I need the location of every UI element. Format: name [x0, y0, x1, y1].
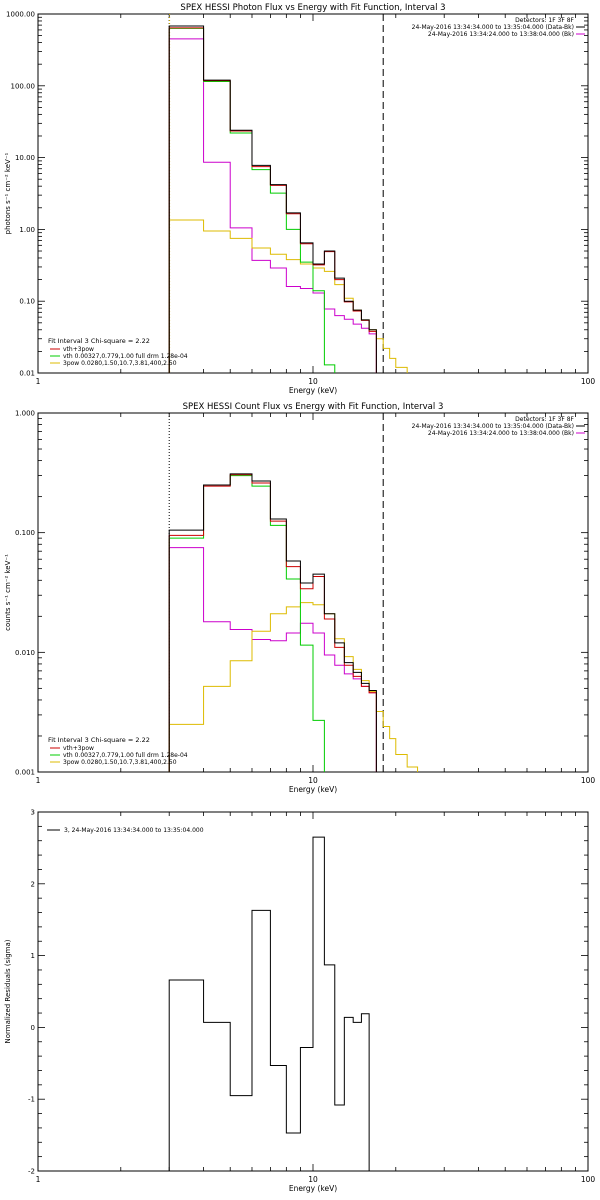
y-tick-label: 1000.00 [6, 11, 35, 19]
residuals-panel: 1 10 100 Energy (keV) -2 -1 0 1 2 3 Normalized Res… [4, 809, 595, 1194]
y-axis-label: Normalized Residuals (sigma) [4, 939, 12, 1043]
header-line: 24-May-2016 13:34:34.000 to 13:35:04.000… [412, 24, 574, 31]
y-tick-label: 100.00 [11, 82, 36, 90]
legend-entry: vth+3pow [63, 346, 94, 353]
y-tick-label: 0.001 [15, 769, 35, 777]
x-axis-label: Energy (keV) [289, 785, 337, 794]
header-line: Detectors: 1F 3F 8F [515, 416, 574, 423]
header-line: 24-May-2016 13:34:34.000 to 13:35:04.000… [412, 423, 574, 430]
y-tick-label: 10.00 [15, 154, 35, 162]
x-tick-label: 100 [581, 1175, 596, 1184]
legend-entry: 3pow 0.0280,1.50,10.7,3.81,400,2.50 [63, 759, 177, 766]
y-tick-label: 1.00 [19, 226, 35, 234]
x-tick-label: 10 [308, 377, 318, 386]
y-tick-label: 0.010 [15, 649, 35, 657]
series-line-2 [168, 27, 336, 373]
x-tick-label: 1 [36, 1175, 41, 1184]
plot-frame [37, 13, 589, 374]
count-flux-panel: SPEX HESSI Count Flux vs Energy with Fit… [4, 402, 595, 794]
x-tick-label: 1 [36, 776, 41, 785]
x-axis-label: Energy (keV) [289, 1184, 337, 1193]
legend-entry: 3, 24-May-2016 13:34:34.000 to 13:35:04.… [64, 827, 204, 834]
y-tick-label: 0.01 [19, 370, 35, 378]
y-tick-label: 1 [31, 952, 35, 960]
x-tick-label: 10 [308, 776, 318, 785]
series-line-0 [168, 25, 377, 373]
y-tick-label: 2 [31, 880, 35, 888]
series-line-3 [168, 219, 428, 373]
y-tick-label: 0.10 [19, 298, 35, 306]
header-line: Detectors: 1F 3F 8F [515, 17, 574, 24]
x-axis-label: Energy (keV) [289, 386, 337, 395]
y-axis-label: counts s⁻¹ cm⁻² keV⁻¹ [4, 554, 12, 631]
x-tick-label: 100 [581, 377, 596, 386]
y-tick-label: -1 [28, 1096, 35, 1104]
chart-title: SPEX HESSI Count Flux vs Energy with Fit… [183, 402, 444, 412]
header-line: 24-May-2016 13:34:24.000 to 13:38:04.000… [428, 430, 574, 437]
series-line-1 [168, 27, 377, 373]
y-axis-label: photons s⁻¹ cm⁻² keV⁻¹ [4, 152, 12, 234]
y-tick-label: -2 [28, 1168, 35, 1176]
y-tick-label: 3 [31, 809, 35, 817]
series-line-4 [168, 547, 377, 772]
x-tick-label: 1 [36, 377, 41, 386]
legend-entry: vth 0.00327,0.779,1.00 full drm 1.28e-04 [63, 353, 188, 360]
photon-flux-panel: SPEX HESSI Photon Flux vs Energy with Fi… [4, 3, 595, 395]
legend-entry: vth 0.00327,0.779,1.00 full drm 1.28e-04 [63, 752, 188, 759]
series-line-4 [168, 38, 377, 373]
x-tick-label: 100 [581, 776, 596, 785]
y-tick-label: 1.000 [15, 410, 35, 418]
legend-entry: 3pow 0.0280,1.50,10.7,3.81,400,2.50 [63, 360, 177, 367]
fit-annotation: Fit Interval 3 Chi-square = 2.22 [48, 337, 150, 345]
series-line-0 [168, 473, 377, 772]
fit-annotation: Fit Interval 3 Chi-square = 2.22 [48, 736, 150, 744]
chart-title: SPEX HESSI Photon Flux vs Energy with Fi… [180, 3, 445, 13]
legend-entry: vth+3pow [63, 745, 94, 752]
x-tick-label: 10 [308, 1175, 318, 1184]
y-tick-label: 0 [31, 1024, 35, 1032]
header-line: 24-May-2016 13:34:24.000 to 13:38:04.000… [428, 31, 574, 38]
series-line-0 [168, 836, 370, 1171]
series-line-3 [168, 602, 428, 772]
y-tick-label: 0.100 [15, 529, 35, 537]
